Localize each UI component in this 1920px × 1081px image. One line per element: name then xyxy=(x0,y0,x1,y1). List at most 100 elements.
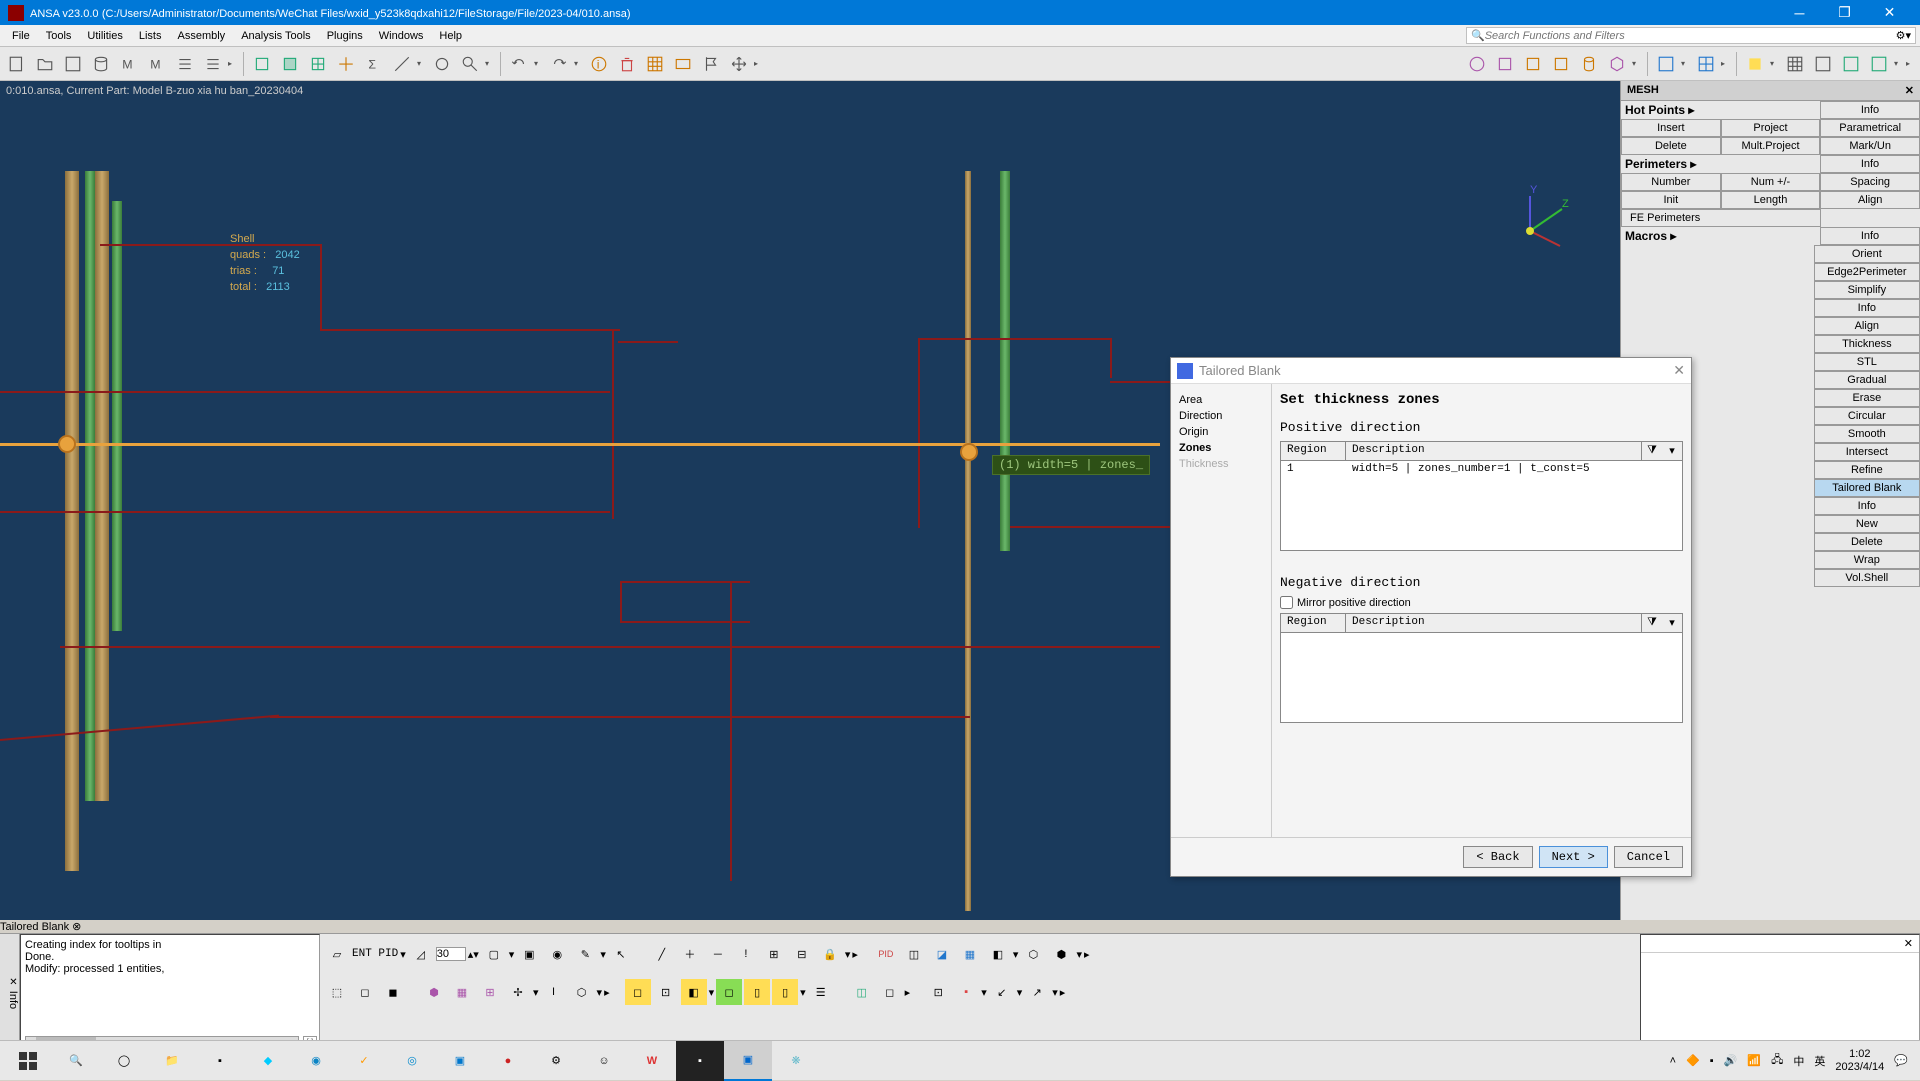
bt-shade-drop[interactable]: ▾ xyxy=(1013,948,1019,961)
bt-lock-icon[interactable]: 🔒 xyxy=(817,941,843,967)
bt-excl-icon[interactable]: ! xyxy=(733,941,759,967)
tool-cube2-icon[interactable] xyxy=(277,51,303,77)
tool-delete-icon[interactable] xyxy=(614,51,640,77)
cmdline-close-icon[interactable]: ✕ xyxy=(1904,937,1913,950)
angle-icon[interactable]: ◿ xyxy=(408,941,434,967)
dropdown-icon-2[interactable]: ▾ xyxy=(1662,614,1682,632)
edge2perimeter-button[interactable]: Edge2Perimeter xyxy=(1814,263,1920,281)
bt-r2-9-drop[interactable]: ▾ xyxy=(597,986,603,999)
tool-mesh1-icon[interactable] xyxy=(1782,51,1808,77)
bt-3-icon[interactable]: ◉ xyxy=(544,941,570,967)
bt-r2-d2-icon[interactable]: ▪ xyxy=(953,979,979,1005)
bt-r2-g-drop[interactable]: ▾ xyxy=(800,986,806,999)
col-description[interactable]: Description xyxy=(1346,442,1642,460)
volshell-button[interactable]: Vol.Shell xyxy=(1814,569,1920,587)
nav-origin[interactable]: Origin xyxy=(1179,424,1263,440)
tool-box3-icon[interactable] xyxy=(1548,51,1574,77)
ansa-taskbar-icon[interactable]: ▣ xyxy=(724,1041,772,1081)
search-dropdown-icon[interactable]: ▾ xyxy=(1905,29,1911,42)
menu-lists[interactable]: Lists xyxy=(131,28,170,44)
tool-info-icon[interactable]: i xyxy=(586,51,612,77)
markun-button[interactable]: Mark/Un xyxy=(1820,137,1920,155)
minimize-button[interactable]: ─ xyxy=(1777,0,1822,25)
app-7-icon[interactable]: ☺ xyxy=(580,1041,628,1081)
origin-node[interactable] xyxy=(58,435,76,453)
bt-r2-d1-icon[interactable]: ⊡ xyxy=(925,979,951,1005)
notifications-icon[interactable]: 💬 xyxy=(1894,1054,1908,1067)
toolbar-dropdown-2[interactable]: ▾ xyxy=(417,59,427,68)
nav-zones[interactable]: Zones xyxy=(1179,440,1263,456)
bt-r2-g1-icon[interactable]: ◻ xyxy=(716,979,742,1005)
tray-wifi-icon[interactable]: 📶 xyxy=(1747,1054,1761,1067)
search-taskbar-icon[interactable]: 🔍 xyxy=(52,1041,100,1081)
toolbar-dropdown-8[interactable]: ▾ xyxy=(1770,59,1780,68)
bt-r2-arrow[interactable]: ▸ xyxy=(604,986,610,999)
toolbar-dropdown-4[interactable]: ▸ xyxy=(754,59,764,68)
bt-r2-3-icon[interactable]: ◼ xyxy=(380,979,406,1005)
edge-icon[interactable]: ◉ xyxy=(292,1041,340,1081)
toolbar-dropdown-3[interactable]: ▾ xyxy=(485,59,495,68)
bt-r2-d-arrow[interactable]: ▸ xyxy=(1060,986,1066,999)
tool-box1-icon[interactable] xyxy=(1492,51,1518,77)
cancel-button[interactable]: Cancel xyxy=(1614,846,1683,868)
bt-arrow-r[interactable]: ▸ xyxy=(852,948,858,961)
menu-tools[interactable]: Tools xyxy=(38,28,80,44)
bt-lock-drop[interactable]: ▾ xyxy=(845,948,851,961)
tool-list2-icon[interactable] xyxy=(200,51,226,77)
menu-file[interactable]: File xyxy=(4,28,38,44)
tray-app-icon[interactable]: 🔶 xyxy=(1686,1054,1700,1067)
tool-cube3-icon[interactable] xyxy=(305,51,331,77)
menu-plugins[interactable]: Plugins xyxy=(319,28,371,44)
tool-m1-icon[interactable]: M xyxy=(116,51,142,77)
col-region-2[interactable]: Region xyxy=(1281,614,1346,632)
multproject-button[interactable]: Mult.Project xyxy=(1721,137,1821,155)
toolbar-dropdown-10[interactable]: ▸ xyxy=(1906,59,1916,68)
circular-button[interactable]: Circular xyxy=(1814,407,1920,425)
bt-r2-g3-icon[interactable]: ▯ xyxy=(772,979,798,1005)
select-mode-icon[interactable]: ▱ xyxy=(324,941,350,967)
bt-brush-drop[interactable]: ▾ xyxy=(600,948,606,961)
tool-zoom-icon[interactable] xyxy=(457,51,483,77)
bt-r2-7-drop[interactable]: ▾ xyxy=(533,986,539,999)
bt-iso-drop[interactable]: ▾ xyxy=(1076,948,1082,961)
tool-move-icon[interactable] xyxy=(726,51,752,77)
bt-line-icon[interactable]: ╱ xyxy=(649,941,675,967)
tool-save-icon[interactable] xyxy=(60,51,86,77)
toolbar-dropdown-1[interactable]: ▸ xyxy=(228,59,238,68)
bt-r2-y3-icon[interactable]: ◧ xyxy=(681,979,707,1005)
nav-direction[interactable]: Direction xyxy=(1179,408,1263,424)
tool-db-icon[interactable] xyxy=(88,51,114,77)
tool-flag-icon[interactable] xyxy=(698,51,724,77)
tray-volume-icon[interactable]: 🔊 xyxy=(1724,1054,1738,1067)
toolbar-dropdown-6[interactable]: ▾ xyxy=(1681,59,1691,68)
mirror-checkbox[interactable]: Mirror positive direction xyxy=(1280,596,1683,609)
tool-measure-icon[interactable] xyxy=(389,51,415,77)
bt-1-drop[interactable]: ▾ xyxy=(509,948,515,961)
search-settings-icon[interactable]: ⚙ xyxy=(1896,29,1906,42)
back-button[interactable]: < Back xyxy=(1463,846,1532,868)
tool-circle1-icon[interactable] xyxy=(1464,51,1490,77)
app-8-icon[interactable]: ❋ xyxy=(772,1041,820,1081)
search-box[interactable]: 🔍 ⚙ ▾ xyxy=(1466,27,1916,44)
tool-m2-icon[interactable]: M xyxy=(144,51,170,77)
bt-r2-arrow1-drop[interactable]: ▾ xyxy=(1017,986,1023,999)
menu-analysis-tools[interactable]: Analysis Tools xyxy=(233,28,319,44)
bt-r2-arrow2-drop[interactable]: ▾ xyxy=(1052,986,1058,999)
tool-new-icon[interactable] xyxy=(4,51,30,77)
steam-icon[interactable]: ⚙ xyxy=(532,1041,580,1081)
col-description-2[interactable]: Description xyxy=(1346,614,1642,632)
bt-r2-7-icon[interactable]: ✢ xyxy=(505,979,531,1005)
tool-mesh3-icon[interactable] xyxy=(1838,51,1864,77)
delete-button-2[interactable]: Delete xyxy=(1814,533,1920,551)
bt-cursor-icon[interactable]: ↖ xyxy=(608,941,634,967)
info-button[interactable]: Info xyxy=(1820,101,1920,119)
numplusminus-button[interactable]: Num +/- xyxy=(1721,173,1821,191)
tool-grid2-icon[interactable] xyxy=(670,51,696,77)
bt-r2-arrow1-icon[interactable]: ↙ xyxy=(989,979,1015,1005)
bt-r2-2-icon[interactable]: ◻ xyxy=(352,979,378,1005)
terminal-icon[interactable]: ▪ xyxy=(676,1041,724,1081)
angle-input[interactable] xyxy=(436,947,466,961)
bt-brush-icon[interactable]: ✎ xyxy=(572,941,598,967)
insert-button[interactable]: Insert xyxy=(1621,119,1721,137)
align-button[interactable]: Align xyxy=(1820,191,1920,209)
